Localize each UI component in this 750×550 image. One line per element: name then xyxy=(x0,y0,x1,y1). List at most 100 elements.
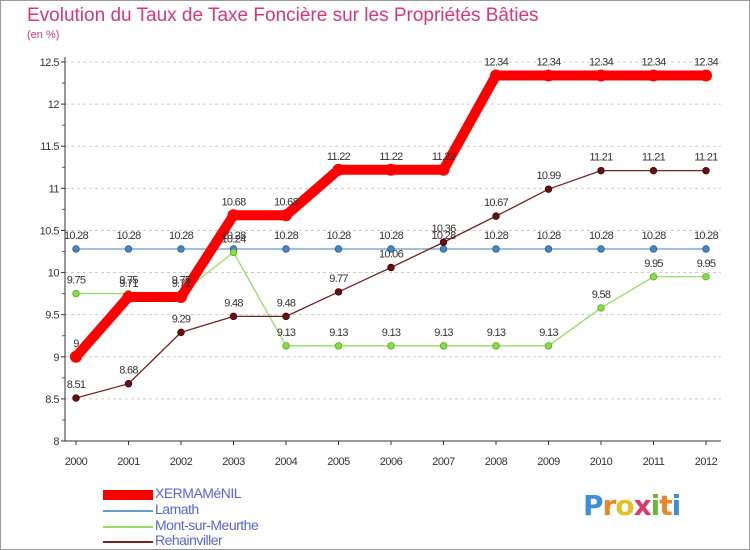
data-point xyxy=(70,351,82,363)
data-point xyxy=(73,290,80,297)
data-label: 10.28 xyxy=(484,230,509,242)
data-point xyxy=(650,167,657,174)
x-tick-label: 2008 xyxy=(485,456,508,468)
logo-letter: o xyxy=(615,489,633,522)
data-point xyxy=(123,291,135,303)
data-point xyxy=(490,69,502,81)
data-label: 11.22 xyxy=(432,151,456,163)
data-point xyxy=(385,164,397,176)
data-point xyxy=(283,313,290,320)
data-label: 11.21 xyxy=(642,152,666,164)
y-tick-label: 8.5 xyxy=(45,394,59,406)
data-label: 12.34 xyxy=(694,56,719,68)
y-tick-label: 9 xyxy=(53,352,59,364)
data-label: 10.67 xyxy=(484,197,509,209)
logo-letter: i xyxy=(672,489,681,522)
data-label: 10.06 xyxy=(379,249,404,261)
data-point xyxy=(493,343,500,350)
x-tick-label: 2009 xyxy=(537,456,560,468)
data-point xyxy=(125,246,132,253)
data-label: 11.21 xyxy=(589,152,613,164)
data-label: 10.28 xyxy=(694,230,719,242)
x-tick-label: 2011 xyxy=(643,456,665,468)
data-point xyxy=(73,246,80,253)
proxiti-logo: Proxiti xyxy=(583,489,680,522)
data-label: 10.99 xyxy=(536,170,561,182)
y-tick-label: 11 xyxy=(49,183,60,195)
y-tick-label: 11.5 xyxy=(40,141,59,153)
data-point xyxy=(700,69,712,81)
data-label: 9.75 xyxy=(119,275,138,287)
chart-frame: Evolution du Taux de Taxe Foncière sur l… xyxy=(0,0,750,550)
data-label: 10.28 xyxy=(326,230,351,242)
data-label: 11.22 xyxy=(327,151,351,163)
y-tick-label: 8 xyxy=(53,436,59,448)
data-label: 9.48 xyxy=(224,297,243,309)
data-point xyxy=(125,380,132,387)
legend-swatch xyxy=(103,490,153,500)
data-point xyxy=(440,343,447,350)
legend-label: XERMAMéNIL xyxy=(155,485,241,501)
data-point xyxy=(388,264,395,271)
data-point xyxy=(280,209,292,221)
data-point xyxy=(333,164,345,176)
data-label: 10.28 xyxy=(641,230,666,242)
data-label: 10.68 xyxy=(221,196,246,208)
data-point xyxy=(440,246,447,253)
data-label: 10.28 xyxy=(274,230,299,242)
data-label: 9.13 xyxy=(277,327,296,339)
x-tick-label: 2012 xyxy=(695,456,718,468)
data-point xyxy=(438,164,450,176)
x-tick-label: 2004 xyxy=(275,456,298,468)
data-point xyxy=(178,329,185,336)
data-point xyxy=(703,246,710,253)
data-label: 9.75 xyxy=(172,275,191,287)
data-label: 12.34 xyxy=(536,56,561,68)
data-label: 11.22 xyxy=(379,151,403,163)
data-point xyxy=(595,69,607,81)
y-tick-label: 9.5 xyxy=(45,310,59,322)
x-tick-label: 2003 xyxy=(222,456,245,468)
data-label: 10.68 xyxy=(274,196,299,208)
data-label: 9.75 xyxy=(67,275,86,287)
legend-label: Mont-sur-Meurthe xyxy=(155,517,258,533)
data-label: 9.95 xyxy=(697,258,716,270)
line-chart: 88.599.51010.51111.51212.52000 2001 2002 20… xyxy=(1,1,749,549)
logo-letter: P xyxy=(583,489,603,522)
legend-swatch xyxy=(103,510,153,512)
data-point xyxy=(335,246,342,253)
y-tick-label: 12.5 xyxy=(40,57,60,69)
data-label: 10.36 xyxy=(431,223,456,235)
data-label: 9.58 xyxy=(592,289,611,301)
x-tick-label: 2002 xyxy=(170,456,193,468)
data-point xyxy=(175,291,187,303)
data-point xyxy=(230,313,237,320)
series-line-rehainviller xyxy=(76,171,706,398)
data-point xyxy=(650,273,657,280)
data-point xyxy=(703,167,710,174)
data-label: 9.29 xyxy=(172,313,191,325)
logo-letter: x xyxy=(634,489,651,522)
data-label: 12.34 xyxy=(484,56,509,68)
data-label: 10.28 xyxy=(379,230,404,242)
data-label: 9.13 xyxy=(539,327,558,339)
data-label: 9.95 xyxy=(644,258,663,270)
x-tick-label: 2007 xyxy=(432,456,455,468)
data-point xyxy=(283,246,290,253)
data-point xyxy=(493,213,500,220)
data-label: 9.13 xyxy=(329,327,348,339)
data-label: 10.28 xyxy=(116,230,141,242)
x-tick-label: 2005 xyxy=(327,456,350,468)
data-point xyxy=(335,289,342,296)
data-label: 12.34 xyxy=(641,56,666,68)
y-tick-label: 10.5 xyxy=(40,225,60,237)
logo-letter: r xyxy=(603,489,616,522)
data-point xyxy=(335,343,342,350)
data-point xyxy=(598,246,605,253)
data-point xyxy=(493,246,500,253)
data-label: 9 xyxy=(73,338,79,350)
data-point xyxy=(283,343,290,350)
logo-letter: t xyxy=(659,489,671,522)
x-tick-label: 2006 xyxy=(380,456,403,468)
data-label: 10.28 xyxy=(589,230,614,242)
